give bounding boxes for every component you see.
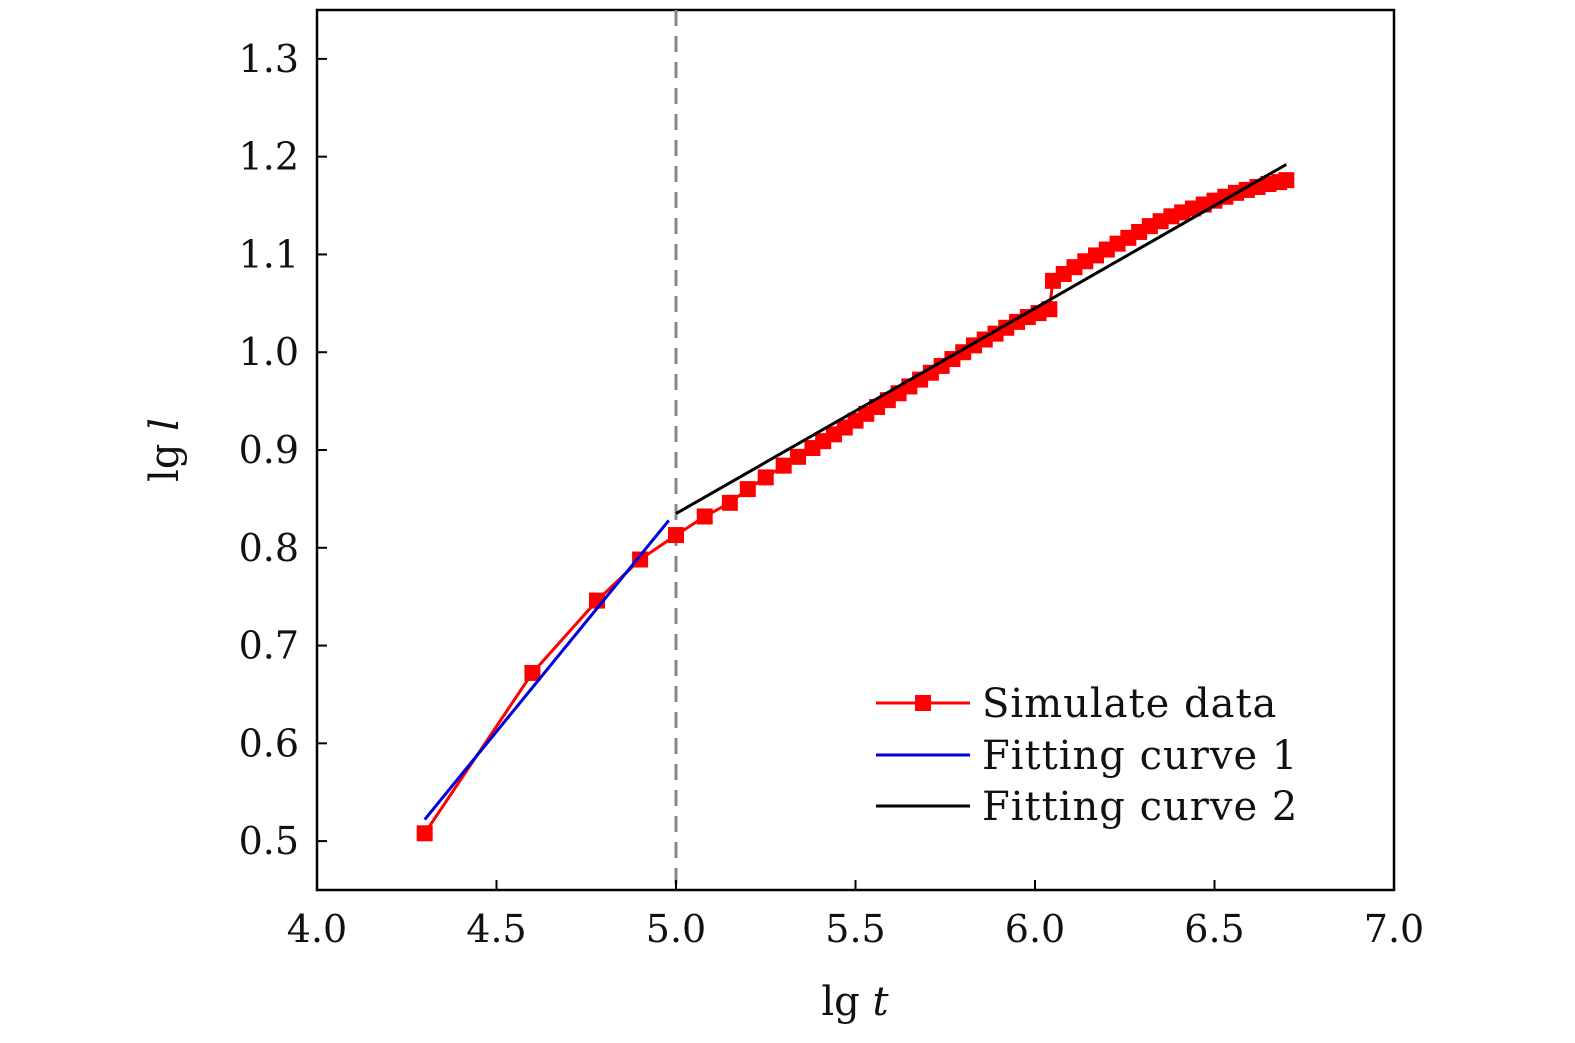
y-tick-label: 0.8 (239, 526, 299, 570)
data-point (721, 494, 738, 511)
x-tick-label: 7.0 (1364, 907, 1424, 951)
data-point (757, 469, 774, 486)
legend-marker-simulate-data (915, 695, 931, 711)
x-axis-title: lg t (821, 979, 889, 1025)
legend-label-simulate-data: Simulate data (982, 681, 1277, 727)
data-point (739, 481, 756, 498)
x-tick-label: 4.0 (287, 907, 347, 951)
data-point (790, 448, 807, 465)
legend-item-simulate-data: Simulate data (876, 681, 1277, 727)
y-axis-ticks: 0.5 0.6 0.7 0.8 0.9 1.0 1.1 1.2 1.3 (239, 37, 327, 863)
data-point (668, 527, 684, 544)
legend-item-fitting-curve-2: Fitting curve 2 (876, 784, 1298, 830)
series-layer (416, 163, 1295, 842)
x-axis-ticks: 4.0 4.5 5.0 5.5 6.0 6.5 7.0 (287, 880, 1424, 951)
y-tick-label: 0.7 (239, 624, 299, 668)
series-line-fitting-curve-2 (675, 163, 1288, 515)
data-point (696, 508, 713, 525)
data-point (632, 551, 649, 568)
data-point (1041, 301, 1058, 318)
x-axis-title-variable: t (873, 979, 890, 1025)
series-simulate-data (416, 172, 1295, 842)
data-point (1278, 172, 1295, 189)
x-tick-label: 4.5 (466, 907, 526, 951)
y-tick-label: 1.1 (239, 232, 299, 276)
legend-label-fitting-curve-2: Fitting curve 2 (982, 784, 1298, 830)
data-point (416, 825, 433, 842)
series-fitting-curve-2 (675, 163, 1288, 515)
y-axis-title: lg l (142, 418, 188, 482)
y-tick-label: 1.0 (239, 330, 299, 374)
legend: Simulate data Fitting curve 1 Fitting cu… (876, 681, 1298, 830)
y-tick-label: 0.6 (239, 721, 299, 765)
data-point (524, 664, 541, 681)
x-tick-label: 6.5 (1184, 907, 1244, 951)
y-axis-title-prefix: lg (142, 444, 188, 482)
y-tick-label: 0.9 (239, 428, 299, 472)
y-tick-label: 0.5 (239, 819, 299, 863)
x-tick-label: 6.0 (1005, 907, 1065, 951)
y-tick-label: 1.3 (239, 37, 299, 81)
y-axis-title-variable: l (142, 418, 188, 431)
x-tick-label: 5.0 (646, 907, 706, 951)
y-tick-label: 1.2 (239, 135, 299, 179)
series-line-fitting-curve-1 (423, 519, 670, 821)
x-axis-title-prefix: lg (821, 979, 859, 1025)
legend-label-fitting-curve-1: Fitting curve 1 (982, 733, 1298, 779)
series-fitting-curve-1 (423, 519, 670, 821)
x-tick-label: 5.5 (825, 907, 885, 951)
legend-item-fitting-curve-1: Fitting curve 1 (876, 733, 1298, 779)
data-point (775, 457, 792, 474)
